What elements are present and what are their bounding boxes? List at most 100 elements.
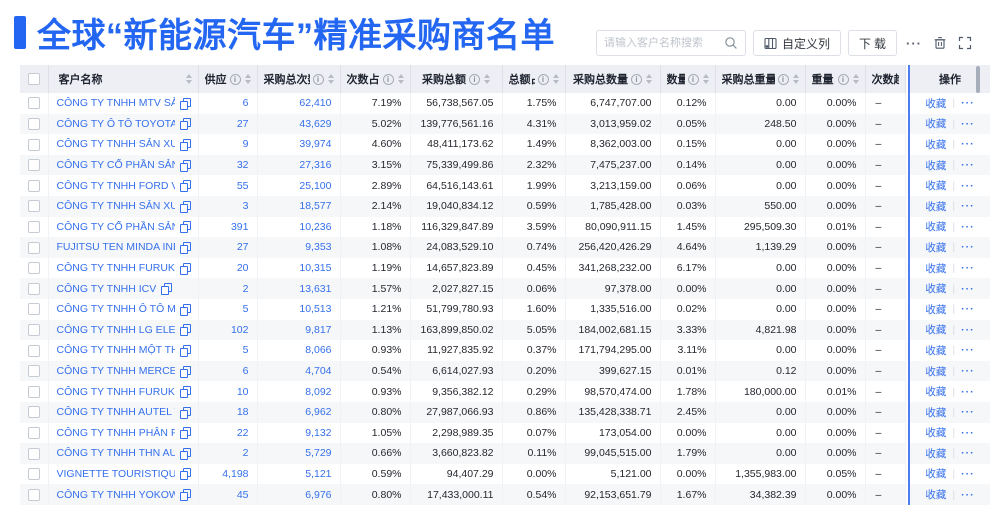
row-more-button[interactable]: ··· [961,406,975,419]
company-name[interactable]: CÔNG TY TNHH MỘT THÀNH V... [56,344,175,357]
search-icon[interactable] [724,36,738,50]
row-more-button[interactable]: ··· [961,220,975,233]
company-name-link[interactable]: VIGNETTE TOURISTIQUE G UNI... [56,467,191,481]
info-icon[interactable] [312,73,324,85]
favorite-button[interactable]: 收藏 [925,159,947,172]
row-more-button[interactable]: ··· [961,200,975,213]
sort-icon[interactable] [552,74,559,84]
company-name[interactable]: CÔNG TY TNHH FURUKAWA A... [56,385,175,398]
copy-icon[interactable] [179,180,191,193]
column-header-weight_pct[interactable]: 重量占比 [805,65,866,93]
row-more-button[interactable]: ··· [961,117,975,130]
row-more-button[interactable]: ··· [961,179,975,192]
copy-icon[interactable] [179,221,191,234]
favorite-button[interactable]: 收藏 [925,365,947,378]
copy-icon[interactable] [179,200,191,213]
sort-icon[interactable] [702,74,709,84]
copy-icon[interactable] [179,262,191,275]
copy-icon[interactable] [179,138,191,151]
row-checkbox[interactable] [28,179,40,192]
column-header-amount_pct[interactable]: 总额占比 [502,65,566,93]
company-name-link[interactable]: CÔNG TY TNHH SẢN XUẤT VÀ ... [57,200,191,213]
favorite-button[interactable]: 收藏 [925,447,947,460]
sort-icon[interactable] [185,74,192,84]
favorite-button[interactable]: 收藏 [925,386,947,399]
row-more-button[interactable]: ··· [961,385,975,398]
company-name[interactable]: CÔNG TY TNHH ICV [56,282,157,295]
info-icon[interactable] [777,73,789,85]
company-name-link[interactable]: CÔNG TY TNHH YOKOWO VIỆT... [57,489,191,502]
row-checkbox[interactable] [28,385,40,398]
company-name[interactable]: CÔNG TY TNHH LG ELECTRON... [56,323,175,336]
sort-icon[interactable] [327,74,334,84]
favorite-button[interactable]: 收藏 [925,468,947,481]
favorite-button[interactable]: 收藏 [925,489,947,502]
company-name-link[interactable]: CÔNG TY TNHH SẢN XUẤT VÀ ... [56,138,191,151]
row-checkbox[interactable] [28,138,40,151]
company-name[interactable]: VIGNETTE TOURISTIQUE G UNI... [56,467,175,480]
customize-columns-button[interactable]: 自定义列 [752,30,841,56]
vertical-scrollbar-thumb[interactable] [976,66,980,93]
row-checkbox[interactable] [28,303,40,316]
company-name[interactable]: FUJITSU TEN MINDA INDIA PVT... [56,241,175,254]
company-name[interactable]: CÔNG TY TNHH AUTEL VIỆT N... [56,406,175,419]
row-more-button[interactable]: ··· [961,282,975,295]
info-icon[interactable] [687,73,699,85]
sort-icon[interactable] [244,74,251,84]
row-checkbox[interactable] [28,488,40,501]
row-more-button[interactable]: ··· [961,344,975,357]
row-checkbox[interactable] [28,344,40,357]
row-checkbox[interactable] [28,262,40,275]
download-button[interactable]: 下载 [847,30,897,56]
company-name-link[interactable]: CÔNG TY CỔ PHẦN SẢN XUẤT... [57,221,191,234]
copy-icon[interactable] [179,489,191,502]
info-icon[interactable] [837,73,849,85]
row-checkbox[interactable] [28,97,40,110]
copy-icon[interactable] [179,97,191,110]
copy-icon[interactable] [179,386,191,399]
row-more-button[interactable]: ··· [961,467,975,480]
sort-icon[interactable] [397,74,404,84]
column-header-supplier[interactable]: 供应商 [198,65,258,93]
favorite-button[interactable]: 收藏 [925,262,947,275]
column-header-name[interactable]: 客户名称 [48,65,199,93]
company-name-link[interactable]: FUJITSU TEN MINDA INDIA PVT... [56,241,191,254]
company-name-link[interactable]: CÔNG TY TNHH MỘT THÀNH V... [56,344,191,357]
company-name-link[interactable]: CÔNG TY CỔ PHẦN SẢN XUẤT... [57,159,191,172]
company-name-link[interactable]: CÔNG TY Ô TÔ TOYOTA VIỆT ... [56,117,191,131]
copy-icon[interactable] [179,427,191,440]
row-checkbox[interactable] [28,200,40,213]
row-more-button[interactable]: ··· [961,241,975,254]
fullscreen-button[interactable] [956,36,974,50]
company-name[interactable]: CÔNG TY TNHH FURUKAWA A... [56,262,175,275]
row-more-button[interactable]: ··· [961,323,975,336]
company-name[interactable]: CÔNG TY TNHH SẢN XUẤT VÀ ... [56,138,175,151]
row-checkbox[interactable] [28,118,40,130]
toolbar-more-button[interactable]: ··· [904,37,924,50]
company-name-link[interactable]: CÔNG TY TNHH LG ELECTRON... [56,323,191,337]
favorite-button[interactable]: 收藏 [925,303,947,316]
info-icon[interactable] [229,73,241,85]
company-name-link[interactable]: CÔNG TY TNHH PHÂN PHỐI T... [57,427,191,440]
copy-icon[interactable] [179,324,191,337]
row-more-button[interactable]: ··· [961,97,975,110]
company-name[interactable]: CÔNG TY TNHH THN AUTOPAR... [56,447,175,460]
company-name-link[interactable]: CÔNG TY TNHH FURUKAWA A... [56,385,191,399]
favorite-button[interactable]: 收藏 [925,118,947,131]
company-name-link[interactable]: CÔNG TY TNHH MERCEDES–B... [57,365,191,378]
copy-icon[interactable] [179,159,191,172]
column-header-amount[interactable]: 采购总额 [410,65,503,93]
sort-icon[interactable] [792,74,799,84]
favorite-button[interactable]: 收藏 [925,324,947,337]
favorite-button[interactable]: 收藏 [925,283,947,296]
copy-icon[interactable] [179,303,191,316]
copy-icon[interactable] [179,406,191,419]
sort-icon[interactable] [852,74,859,84]
company-name[interactable]: CÔNG TY Ô TÔ TOYOTA VIỆT ... [56,117,175,130]
favorite-button[interactable]: 收藏 [925,344,947,357]
copy-icon[interactable] [179,344,191,357]
column-header-weight[interactable]: 采购总重量 [715,65,806,93]
copy-icon[interactable] [161,283,173,296]
row-checkbox[interactable] [28,159,40,172]
row-checkbox[interactable] [28,241,40,254]
